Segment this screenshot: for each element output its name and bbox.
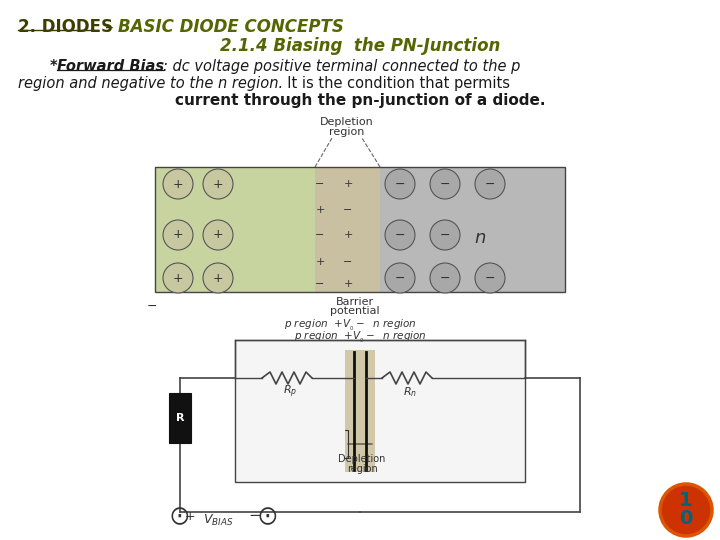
Text: +: + bbox=[212, 272, 223, 285]
Text: +: + bbox=[315, 205, 325, 215]
Text: −: − bbox=[395, 178, 405, 191]
Text: −: − bbox=[440, 228, 450, 241]
Text: −: − bbox=[440, 178, 450, 191]
Text: +: + bbox=[173, 178, 184, 191]
Text: region: region bbox=[329, 127, 365, 137]
Text: –: – bbox=[100, 18, 119, 36]
Text: −: − bbox=[315, 179, 325, 189]
Text: +: + bbox=[173, 272, 184, 285]
Circle shape bbox=[660, 484, 712, 536]
Text: −: − bbox=[395, 272, 405, 285]
Text: $\bigodot$: $\bigodot$ bbox=[171, 505, 189, 527]
Text: −: − bbox=[343, 257, 353, 267]
Text: +: + bbox=[343, 179, 353, 189]
Circle shape bbox=[430, 169, 460, 199]
Circle shape bbox=[430, 263, 460, 293]
Text: +: + bbox=[173, 228, 184, 241]
Circle shape bbox=[475, 169, 505, 199]
Circle shape bbox=[163, 169, 193, 199]
Text: 2. DIODES: 2. DIODES bbox=[18, 18, 113, 36]
Text: n: n bbox=[474, 229, 486, 247]
Text: −: − bbox=[315, 279, 325, 289]
Circle shape bbox=[203, 169, 233, 199]
Text: p: p bbox=[220, 229, 230, 247]
Text: −: − bbox=[395, 228, 405, 241]
Circle shape bbox=[385, 169, 415, 199]
Text: BASIC DIODE CONCEPTS: BASIC DIODE CONCEPTS bbox=[118, 18, 344, 36]
Text: $V_{BIAS}$: $V_{BIAS}$ bbox=[203, 512, 233, 528]
Text: +: + bbox=[315, 257, 325, 267]
Text: Depletion: Depletion bbox=[320, 117, 374, 127]
Bar bbox=[169, 393, 191, 443]
Bar bbox=[235, 340, 525, 482]
Bar bbox=[345, 350, 375, 472]
Text: It is the condition that permits: It is the condition that permits bbox=[278, 76, 510, 91]
Bar bbox=[155, 167, 565, 292]
Text: p region  $+V_{_{0}}-$  n region: p region $+V_{_{0}}-$ n region bbox=[284, 318, 416, 333]
Circle shape bbox=[475, 263, 505, 293]
Text: : dc voltage positive terminal connected to the p: : dc voltage positive terminal connected… bbox=[163, 59, 521, 74]
Circle shape bbox=[385, 263, 415, 293]
Text: −: − bbox=[440, 272, 450, 285]
Text: region and negative to the n region.: region and negative to the n region. bbox=[18, 76, 283, 91]
Text: −: − bbox=[485, 178, 495, 191]
Circle shape bbox=[430, 220, 460, 250]
Text: R: R bbox=[176, 413, 184, 423]
Text: +: + bbox=[343, 279, 353, 289]
Bar bbox=[155, 167, 315, 292]
Text: current through the pn-junction of a diode.: current through the pn-junction of a dio… bbox=[175, 93, 545, 108]
Text: *: * bbox=[50, 59, 58, 74]
Circle shape bbox=[203, 263, 233, 293]
Text: potential: potential bbox=[330, 306, 380, 316]
Text: 2.1.4 Biasing  the PN-Junction: 2.1.4 Biasing the PN-Junction bbox=[220, 37, 500, 55]
Text: −: − bbox=[343, 205, 353, 215]
Text: $R_p$: $R_p$ bbox=[283, 384, 297, 400]
Text: −: − bbox=[485, 272, 495, 285]
Text: +: + bbox=[212, 178, 223, 191]
Text: $\bigodot$: $\bigodot$ bbox=[258, 505, 278, 527]
Text: −: − bbox=[147, 300, 157, 313]
Bar bbox=[380, 167, 565, 292]
Circle shape bbox=[203, 220, 233, 250]
Circle shape bbox=[163, 220, 193, 250]
Text: Forward Bias: Forward Bias bbox=[57, 59, 164, 74]
Text: +: + bbox=[185, 510, 195, 523]
Text: −: − bbox=[248, 509, 261, 523]
Bar bbox=[315, 167, 380, 292]
Text: +: + bbox=[343, 230, 353, 240]
Text: −: − bbox=[315, 230, 325, 240]
Text: region: region bbox=[346, 464, 377, 474]
Text: $R_n$: $R_n$ bbox=[403, 385, 417, 399]
Circle shape bbox=[385, 220, 415, 250]
Text: Depletion: Depletion bbox=[338, 454, 386, 464]
Text: 1: 1 bbox=[679, 490, 693, 510]
Text: p region  $+V_{_{0}}-$  n region: p region $+V_{_{0}}-$ n region bbox=[294, 330, 426, 345]
Text: Barrier: Barrier bbox=[336, 297, 374, 307]
Text: 0: 0 bbox=[679, 509, 693, 528]
Circle shape bbox=[163, 263, 193, 293]
Text: +: + bbox=[212, 228, 223, 241]
